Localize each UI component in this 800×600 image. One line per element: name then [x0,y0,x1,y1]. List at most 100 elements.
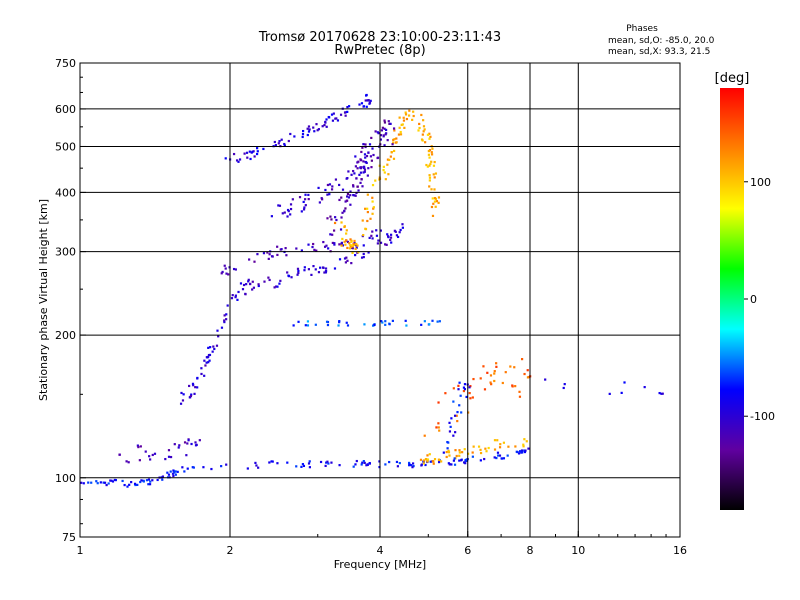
data-point [514,445,517,448]
data-point [469,385,472,388]
data-point [273,140,276,144]
data-point [318,201,321,204]
data-point [354,247,357,251]
data-point [465,458,468,461]
data-point [349,244,352,247]
data-point [374,130,377,133]
data-point [296,273,299,276]
data-point [452,459,456,462]
data-point [375,229,378,232]
data-point [328,183,332,186]
data-point [319,460,323,464]
data-point [497,454,500,457]
data-point [462,386,466,389]
data-point [347,170,350,173]
data-point [354,244,358,247]
data-point [149,480,152,483]
data-point [215,344,219,347]
data-point [458,381,461,384]
data-point [355,191,358,195]
data-point [423,320,426,323]
data-point [263,280,266,283]
data-point [502,441,506,444]
data-point [350,240,353,243]
data-point [363,168,367,171]
data-point [440,460,443,463]
colorbar [720,88,744,510]
data-point [271,460,274,463]
data-point [312,265,315,268]
data-point [113,478,116,482]
data-point [426,458,430,461]
data-point [225,313,228,316]
data-point [234,294,237,297]
data-point [395,460,399,464]
data-point [485,450,488,453]
data-point [223,320,226,324]
data-point [338,321,341,324]
data-point [464,462,467,465]
data-point [343,225,346,229]
data-point [227,273,230,276]
data-point [437,422,440,425]
data-point [350,262,353,265]
data-point [302,200,305,204]
x-tick-label: 1 [77,544,84,557]
data-point [408,463,411,466]
data-point [287,139,290,143]
data-point [248,150,251,153]
data-point [317,271,321,274]
data-point [428,176,432,179]
data-point [334,216,337,219]
data-point [284,247,287,250]
phases-line-o: mean, sd,O: -85.0, 20.0 [608,36,715,46]
data-point [257,284,260,288]
data-point [379,134,383,137]
data-point [404,319,407,322]
data-point [200,372,203,376]
data-point [209,346,212,349]
data-point [351,244,354,247]
data-point [479,448,482,451]
data-point [428,149,432,152]
data-point [291,198,294,201]
data-point [479,451,483,455]
data-point [489,374,493,377]
data-point [422,459,426,462]
data-point [295,465,298,468]
data-point [109,479,112,482]
data-point [371,196,374,199]
data-point [333,242,336,245]
data-point [301,463,304,466]
data-point [368,461,371,465]
data-point [236,298,239,301]
data-point [412,114,415,118]
data-point [367,251,370,254]
data-point [424,463,427,467]
data-point [420,138,424,141]
data-point [192,384,195,387]
data-point [526,369,529,372]
data-point [317,128,320,131]
data-point [339,228,343,231]
data-point [425,163,428,167]
data-point [268,253,271,256]
data-point [211,350,214,353]
data-point [331,119,335,122]
data-point [372,153,375,157]
data-point [404,111,407,114]
data-point [372,207,375,210]
data-point [455,414,458,417]
data-point [382,168,385,172]
data-point [371,183,375,187]
data-point [323,271,326,274]
data-point [332,112,335,115]
data-point [302,129,305,133]
data-point [418,122,421,126]
data-point [148,483,152,486]
data-point [316,129,319,132]
data-point [363,461,366,464]
data-point [142,480,145,483]
data-point [320,197,323,200]
data-point [308,460,311,463]
